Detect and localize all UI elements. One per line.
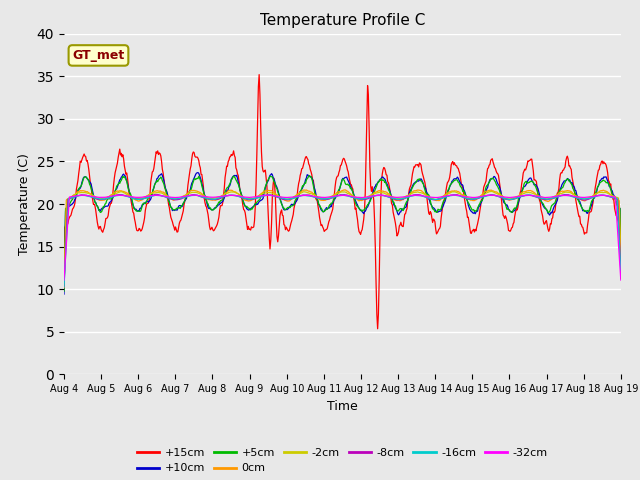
+5cm: [127, 194, 135, 200]
0cm: [428, 195, 435, 201]
-2cm: [426, 195, 434, 201]
+15cm: [214, 221, 221, 227]
+5cm: [184, 192, 192, 198]
+5cm: [428, 202, 435, 207]
Line: -2cm: -2cm: [64, 192, 621, 287]
+5cm: [617, 247, 625, 253]
-8cm: [428, 196, 435, 202]
0cm: [214, 197, 221, 203]
+15cm: [412, 162, 419, 168]
Text: GT_met: GT_met: [72, 49, 125, 62]
Title: Temperature Profile C: Temperature Profile C: [260, 13, 425, 28]
+5cm: [306, 173, 314, 179]
0cm: [127, 194, 135, 200]
-2cm: [214, 194, 221, 200]
-2cm: [410, 190, 418, 195]
+15cm: [70, 204, 78, 209]
-32cm: [60, 277, 68, 283]
-16cm: [214, 196, 221, 202]
Line: 0cm: 0cm: [64, 190, 621, 288]
-8cm: [214, 196, 222, 202]
-16cm: [70, 194, 78, 200]
0cm: [184, 191, 192, 196]
-32cm: [410, 192, 418, 198]
+15cm: [184, 182, 192, 188]
-32cm: [184, 193, 192, 199]
-2cm: [487, 189, 495, 194]
+15cm: [255, 72, 263, 77]
+10cm: [70, 199, 78, 204]
-2cm: [184, 191, 192, 197]
-2cm: [70, 192, 78, 198]
+10cm: [428, 202, 435, 207]
+5cm: [411, 180, 419, 186]
-32cm: [214, 194, 221, 200]
+10cm: [127, 196, 135, 202]
X-axis label: Time: Time: [327, 400, 358, 413]
+10cm: [411, 180, 419, 186]
+15cm: [617, 275, 625, 281]
+5cm: [70, 193, 78, 199]
-2cm: [617, 262, 625, 267]
+10cm: [184, 192, 192, 197]
-16cm: [426, 196, 434, 202]
-16cm: [524, 192, 532, 198]
+10cm: [617, 247, 625, 253]
0cm: [617, 256, 625, 262]
+5cm: [214, 202, 221, 208]
-8cm: [411, 192, 419, 198]
-32cm: [127, 194, 135, 200]
+15cm: [428, 215, 436, 220]
Line: -8cm: -8cm: [64, 194, 621, 287]
Line: +5cm: +5cm: [64, 176, 621, 291]
-16cm: [127, 195, 135, 201]
-8cm: [70, 194, 78, 200]
0cm: [70, 192, 78, 198]
+15cm: [127, 200, 135, 205]
-8cm: [185, 193, 193, 199]
-16cm: [60, 284, 68, 289]
-8cm: [152, 192, 160, 197]
Legend: +15cm, +10cm, +5cm, 0cm, -2cm, -8cm, -16cm, -32cm: +15cm, +10cm, +5cm, 0cm, -2cm, -8cm, -16…: [132, 444, 552, 478]
-16cm: [617, 269, 625, 275]
-16cm: [410, 192, 418, 198]
+10cm: [214, 202, 222, 208]
+15cm: [60, 274, 68, 280]
-8cm: [60, 284, 68, 290]
Line: +10cm: +10cm: [64, 173, 621, 294]
Line: -32cm: -32cm: [64, 195, 621, 280]
-32cm: [70, 193, 78, 199]
0cm: [60, 285, 68, 290]
+10cm: [194, 170, 202, 176]
+10cm: [60, 291, 68, 297]
-2cm: [60, 284, 68, 290]
-16cm: [184, 193, 192, 199]
Line: +15cm: +15cm: [64, 74, 621, 329]
-8cm: [617, 266, 625, 272]
0cm: [411, 188, 419, 193]
+5cm: [60, 288, 68, 294]
Y-axis label: Temperature (C): Temperature (C): [18, 153, 31, 255]
-8cm: [127, 195, 135, 201]
-32cm: [617, 277, 625, 283]
+15cm: [374, 326, 381, 332]
-32cm: [449, 192, 456, 198]
0cm: [341, 187, 349, 193]
-2cm: [127, 194, 135, 200]
-32cm: [426, 194, 434, 200]
Line: -16cm: -16cm: [64, 195, 621, 287]
